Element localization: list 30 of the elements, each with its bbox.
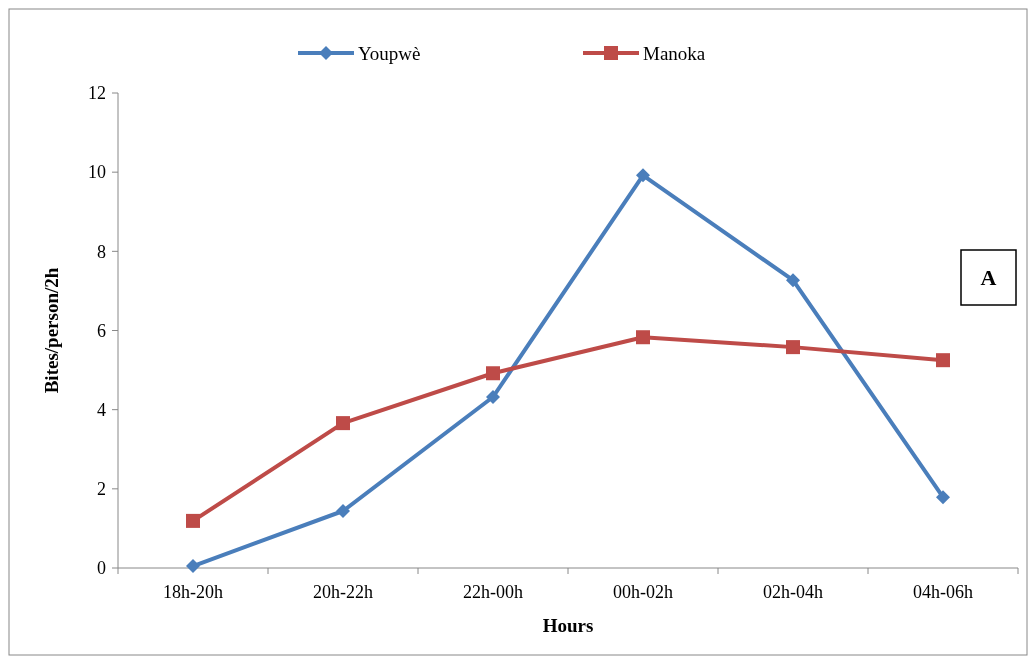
x-tick-label: 22h-00h xyxy=(463,582,523,602)
y-tick-label: 2 xyxy=(97,479,106,500)
x-tick-label: 04h-06h xyxy=(913,582,973,602)
point xyxy=(636,168,650,183)
point xyxy=(186,559,200,574)
legend-label: Manoka xyxy=(643,42,706,64)
x-tick-label: 18h-20h xyxy=(163,582,223,602)
y-tick-label: 0 xyxy=(97,558,106,579)
point xyxy=(936,353,950,368)
x-tick-label: 20h-22h xyxy=(313,582,373,602)
legend-label: Youpwè xyxy=(358,42,421,64)
point xyxy=(636,330,650,345)
point xyxy=(486,390,500,404)
x-tick-label: 02h-04h xyxy=(763,582,823,602)
point xyxy=(336,504,350,518)
point xyxy=(936,490,950,505)
y-axis-title: Bites/person/2h xyxy=(41,267,62,394)
x-tick-label: 00h-02h xyxy=(613,582,673,602)
point xyxy=(486,366,500,381)
point xyxy=(186,513,200,528)
y-tick-label: 6 xyxy=(97,320,106,341)
annotation: A xyxy=(980,265,997,291)
x-axis-title: Hours xyxy=(542,615,594,636)
point xyxy=(786,340,800,355)
y-tick-label: 8 xyxy=(97,241,106,262)
point xyxy=(786,273,800,288)
y-tick-label: 4 xyxy=(97,399,106,420)
y-tick-label: 10 xyxy=(88,162,106,183)
y-tick-label: 12 xyxy=(88,83,106,104)
point xyxy=(336,416,350,431)
